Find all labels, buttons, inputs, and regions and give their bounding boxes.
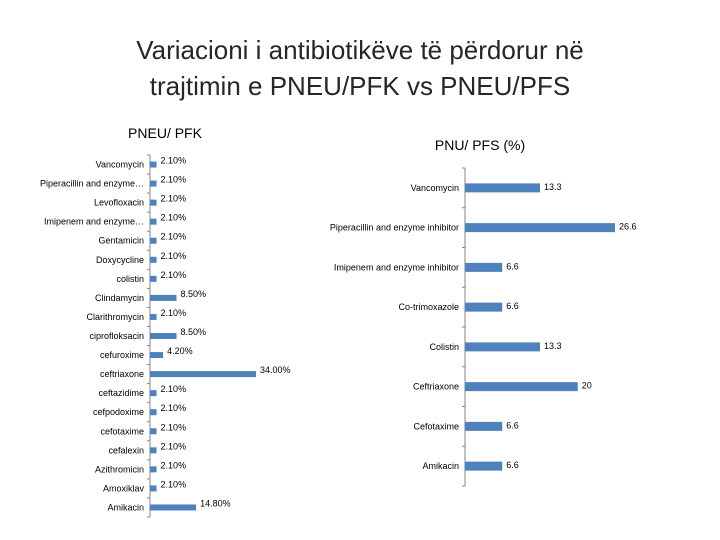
data-label: 20: [582, 381, 592, 391]
category-label: Azithromicin: [95, 464, 144, 474]
category-label: Levofloxacin: [94, 198, 144, 208]
data-label: 2.10%: [161, 251, 187, 261]
data-label: 34.00%: [260, 365, 291, 375]
slide-title: Variacioni i antibiotikëve të përdorur n…: [0, 32, 720, 104]
slide-title-line-2: trajtimin e PNEU/PFK vs PNEU/PFS: [149, 71, 571, 101]
data-label: 2.10%: [161, 422, 187, 432]
bar: [150, 313, 157, 320]
slide-title-line-1: Variacioni i antibiotikëve të përdorur n…: [136, 35, 584, 65]
data-label: 2.10%: [161, 232, 187, 242]
bar: [150, 447, 157, 454]
category-label: Ceftriaxone: [413, 382, 459, 392]
bar: [465, 461, 503, 471]
bar: [150, 180, 157, 187]
bar: [150, 161, 157, 168]
chart-title: PNEU/ PFK: [128, 125, 203, 141]
bar: [150, 294, 177, 301]
category-label: Vancomycin: [411, 183, 459, 193]
category-label: Cefotaxime: [413, 421, 459, 431]
data-label: 8.50%: [181, 289, 207, 299]
category-label: colistin: [116, 274, 144, 284]
category-label: ceftazidime: [98, 388, 144, 398]
data-label: 2.10%: [161, 384, 187, 394]
data-label: 13.3: [544, 182, 562, 192]
data-label: 6.6: [506, 261, 519, 271]
bar: [150, 256, 157, 263]
bar: [150, 428, 157, 435]
data-label: 14.80%: [200, 498, 231, 508]
data-label: 2.10%: [161, 460, 187, 470]
category-label: cefalexin: [108, 445, 144, 455]
bar: [150, 237, 157, 244]
data-label: 2.10%: [161, 194, 187, 204]
category-label: ceftriaxone: [100, 369, 144, 379]
bar: [150, 409, 157, 416]
category-label: Amikacin: [422, 461, 459, 471]
category-label: Amikacin: [107, 502, 144, 512]
bar: [465, 262, 503, 272]
category-label: ciprofloksacin: [89, 331, 144, 341]
data-label: 2.10%: [161, 213, 187, 223]
data-label: 2.10%: [161, 156, 187, 166]
category-label: Vancomycin: [96, 160, 144, 170]
bar: [150, 371, 256, 378]
bar: [150, 218, 157, 225]
data-label: 4.20%: [167, 346, 193, 356]
data-label: 13.3: [544, 341, 562, 351]
category-label: Clarithromycin: [86, 312, 144, 322]
bar: [465, 382, 578, 392]
bar: [150, 275, 157, 282]
category-label: Co-trimoxazole: [398, 302, 459, 312]
data-label: 6.6: [506, 301, 519, 311]
bar: [150, 333, 177, 339]
category-label: cefuroxime: [100, 350, 144, 360]
bar: [150, 352, 164, 359]
category-label: cefotaxime: [100, 426, 144, 436]
bar: [150, 466, 157, 473]
category-label: Doxycycline: [96, 255, 144, 265]
category-label: Piperacillin and enzyme inhibitor: [330, 223, 459, 233]
data-label: 8.50%: [181, 327, 207, 337]
data-label: 2.10%: [161, 270, 187, 280]
bar: [150, 504, 197, 511]
data-label: 2.10%: [161, 175, 187, 185]
data-label: 6.6: [506, 420, 519, 430]
data-label: 2.10%: [161, 479, 187, 489]
chart-title: PNU/ PFS (%): [435, 137, 525, 153]
category-label: cefpodoxime: [93, 407, 144, 417]
bar: [465, 342, 540, 352]
bar: [465, 183, 540, 193]
category-label: Piperacillin and enzyme…: [40, 179, 144, 189]
data-label: 2.10%: [161, 308, 187, 318]
bar: [465, 223, 615, 233]
category-label: Gentamicin: [98, 236, 144, 246]
bar: [150, 485, 157, 492]
data-label: 2.10%: [161, 403, 187, 413]
bar: [150, 199, 157, 206]
data-label: 26.6: [619, 222, 637, 232]
category-label: Imipenem and enzyme…: [44, 217, 144, 227]
category-label: Clindamycin: [95, 293, 144, 303]
category-label: Colistin: [429, 342, 459, 352]
data-label: 6.6: [506, 460, 519, 470]
bar: [465, 421, 503, 431]
category-label: Amoxiklav: [103, 483, 145, 493]
category-label: Imipenem and enzyme inhibitor: [334, 262, 459, 272]
bar: [150, 390, 157, 397]
bar: [465, 302, 503, 312]
data-label: 2.10%: [161, 441, 187, 451]
